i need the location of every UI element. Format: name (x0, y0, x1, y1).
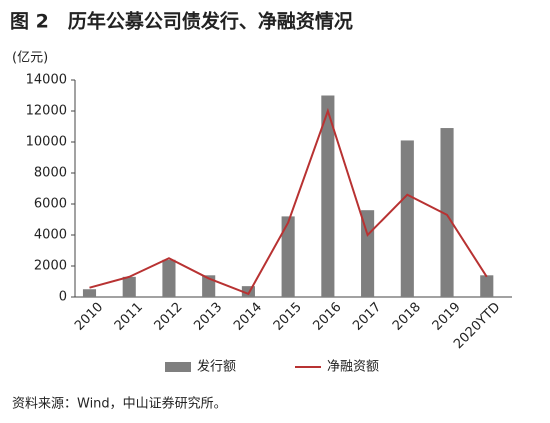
legend-swatch (165, 362, 191, 372)
y-tick-label: 8000 (34, 166, 67, 181)
x-tick-label: 2019 (430, 300, 464, 334)
x-tick-label: 2010 (72, 300, 106, 334)
y-tick-label: 2000 (34, 259, 67, 274)
x-tick-label: 2018 (390, 300, 424, 334)
bar (400, 140, 414, 297)
bar (82, 289, 97, 297)
chart-title: 图 2 历年公募公司债发行、净融资情况 (10, 10, 353, 33)
bar (321, 95, 335, 297)
y-tick-label: 14000 (26, 73, 67, 88)
y-tick-label: 10000 (26, 135, 67, 150)
x-tick-label: 2013 (191, 300, 225, 334)
bar (440, 128, 454, 297)
x-tick-label: 2012 (152, 300, 186, 334)
bar (162, 259, 176, 297)
bar (480, 275, 494, 297)
x-tick-label: 2015 (271, 300, 305, 334)
y-tick-label: 0 (59, 290, 67, 305)
x-tick-label: 2017 (350, 300, 384, 334)
legend-label: 发行额 (197, 359, 236, 375)
y-tick-label: 12000 (26, 104, 67, 119)
x-tick-label: 2016 (311, 300, 345, 334)
x-tick-label: 2011 (112, 300, 146, 334)
y-tick-label: 4000 (34, 228, 67, 243)
bar (122, 276, 136, 297)
y-axis-label: (亿元) (12, 51, 48, 66)
x-tick-label: 2014 (231, 300, 265, 334)
y-tick-label: 6000 (34, 197, 67, 212)
bar (281, 216, 295, 297)
legend-label: 净融资额 (327, 360, 379, 375)
source: 资料来源：Wind，中山证券研究所。 (12, 396, 227, 412)
line (89, 107, 488, 296)
bar (241, 286, 255, 297)
